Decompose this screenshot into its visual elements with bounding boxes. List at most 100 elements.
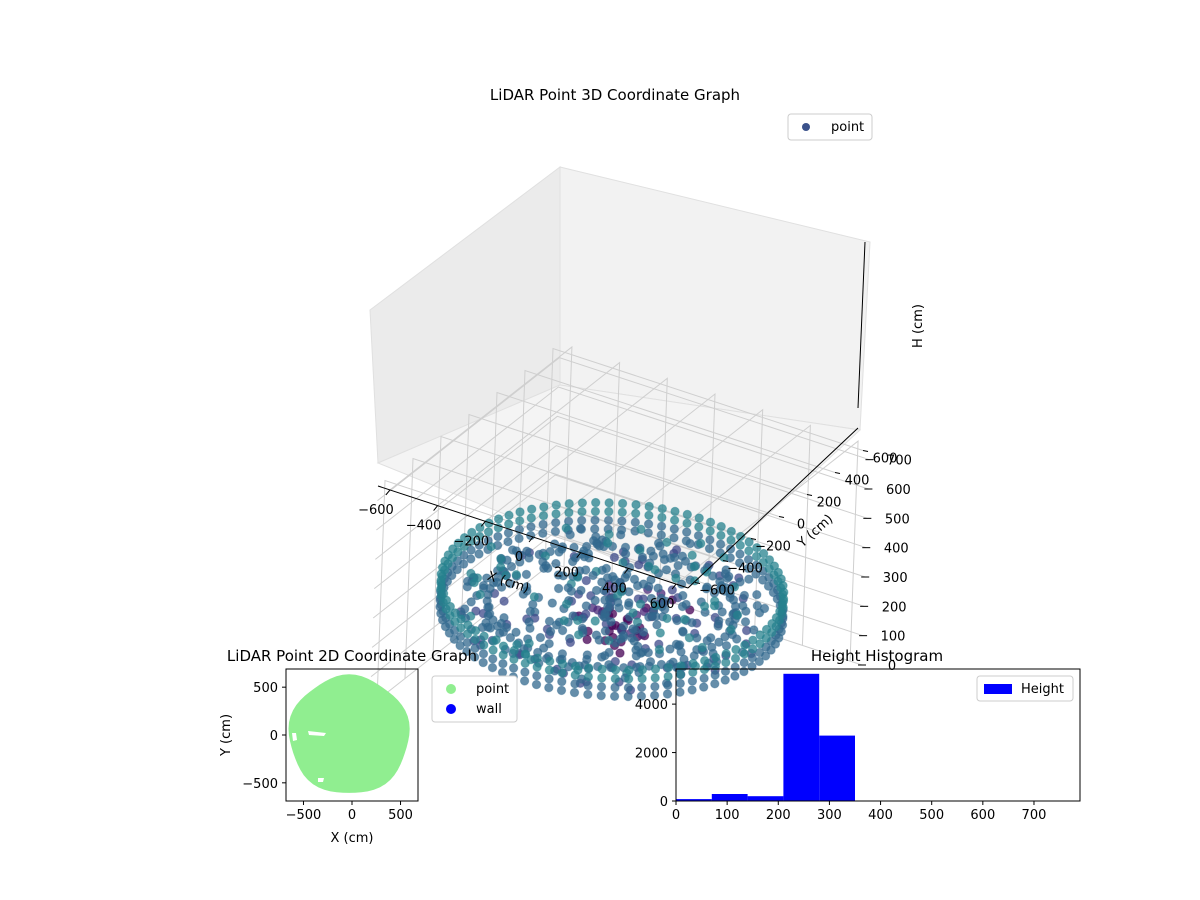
y-tick-label-2d: −500	[242, 777, 278, 792]
y-tick-3d	[722, 560, 729, 562]
legend-hist: Height	[976, 675, 1074, 702]
x-tick-label-2d: 500	[388, 808, 413, 823]
point-3d	[539, 502, 549, 512]
point-3d	[479, 631, 489, 641]
point-3d	[685, 538, 695, 549]
x-tick-label-3d: 600	[650, 597, 675, 612]
point-3d	[702, 582, 712, 592]
point-3d	[632, 581, 643, 591]
point-3d	[597, 673, 607, 683]
point-3d	[603, 515, 614, 526]
z-axis-line	[857, 241, 866, 409]
point-3d	[488, 645, 498, 655]
point-3d	[720, 632, 730, 642]
point-3d	[739, 649, 750, 659]
point-3d	[462, 629, 473, 639]
point-3d	[630, 517, 640, 527]
point-3d	[710, 670, 720, 680]
point-3d	[735, 577, 745, 587]
point-3d	[485, 623, 496, 633]
histogram-bar	[747, 796, 784, 801]
point-3d	[506, 561, 517, 572]
point-3d	[617, 516, 627, 526]
point-3d	[732, 634, 742, 644]
point-3d	[441, 595, 452, 605]
point-3d	[466, 568, 476, 579]
point-3d	[525, 606, 535, 617]
point-3d	[597, 652, 607, 662]
point-3d	[644, 510, 654, 520]
point-3d	[604, 529, 614, 540]
point-3d	[624, 674, 634, 684]
point-3d	[732, 610, 743, 620]
point-3d	[669, 533, 679, 543]
point-3d	[716, 530, 726, 541]
point-3d	[734, 558, 745, 568]
point-3d	[618, 621, 629, 631]
point-3d	[610, 665, 621, 675]
point-3d	[702, 636, 712, 646]
point-3d	[717, 607, 727, 617]
point-3d	[583, 689, 593, 700]
x-tick-label-3d: 0	[515, 550, 523, 565]
x-tick-label-hist: 200	[766, 808, 791, 823]
legend-label-height: Height	[1021, 682, 1064, 697]
point-3d	[623, 683, 634, 693]
point-3d	[637, 682, 647, 693]
z-tick-label-3d: 600	[886, 483, 911, 498]
point-3d	[581, 575, 591, 586]
legend-label-point-2d: point	[476, 682, 509, 697]
point-3d	[561, 599, 572, 609]
point-3d	[623, 600, 634, 611]
y-ticks-hist: 0 2000 4000	[635, 698, 676, 810]
point-3d	[743, 554, 754, 565]
point-3d	[498, 659, 508, 669]
point-3d	[705, 526, 715, 536]
point-3d	[563, 583, 573, 593]
point-3d	[752, 543, 762, 553]
point-3d	[656, 530, 666, 540]
point-3d	[669, 515, 680, 525]
point-3d	[544, 616, 555, 626]
point-3d	[663, 680, 673, 690]
point-3d	[771, 613, 782, 623]
grid-line-z	[373, 445, 867, 590]
point-3d	[653, 583, 663, 593]
point-3d	[508, 663, 519, 673]
point-3d	[614, 603, 624, 613]
point-3d	[538, 511, 549, 521]
grid-line-x	[437, 361, 621, 583]
point-disc	[288, 674, 410, 793]
point-3d	[462, 637, 472, 648]
point-3d	[554, 547, 564, 557]
point-3d	[739, 658, 749, 668]
y-tick-label-2d: 0	[270, 729, 278, 744]
point-3d	[596, 690, 606, 701]
point-3d	[583, 680, 593, 691]
point-3d	[654, 644, 665, 655]
point-3d	[559, 616, 569, 626]
point-3d	[520, 649, 531, 660]
point-3d	[576, 585, 586, 596]
point-3d	[754, 647, 765, 658]
y-tick-label-3d: 0	[797, 518, 805, 533]
legend-label-point: point	[831, 120, 864, 135]
point-3d	[744, 546, 754, 556]
point-3d	[466, 597, 476, 607]
point-3d	[748, 635, 758, 645]
point-3d	[730, 671, 740, 681]
point-3d	[551, 620, 562, 630]
x-tick-label-hist: 500	[919, 808, 944, 823]
point-3d	[539, 643, 549, 653]
point-3d	[673, 560, 683, 571]
point-3d	[704, 543, 715, 554]
point-3d	[532, 653, 543, 663]
point-3d	[526, 513, 536, 523]
point-3d	[519, 676, 530, 686]
point-3d	[743, 563, 753, 574]
x-tick-3d	[671, 583, 677, 590]
point-3d	[590, 595, 600, 606]
point-3d	[573, 630, 584, 640]
point-3d	[719, 552, 729, 563]
point-3d	[469, 652, 480, 662]
